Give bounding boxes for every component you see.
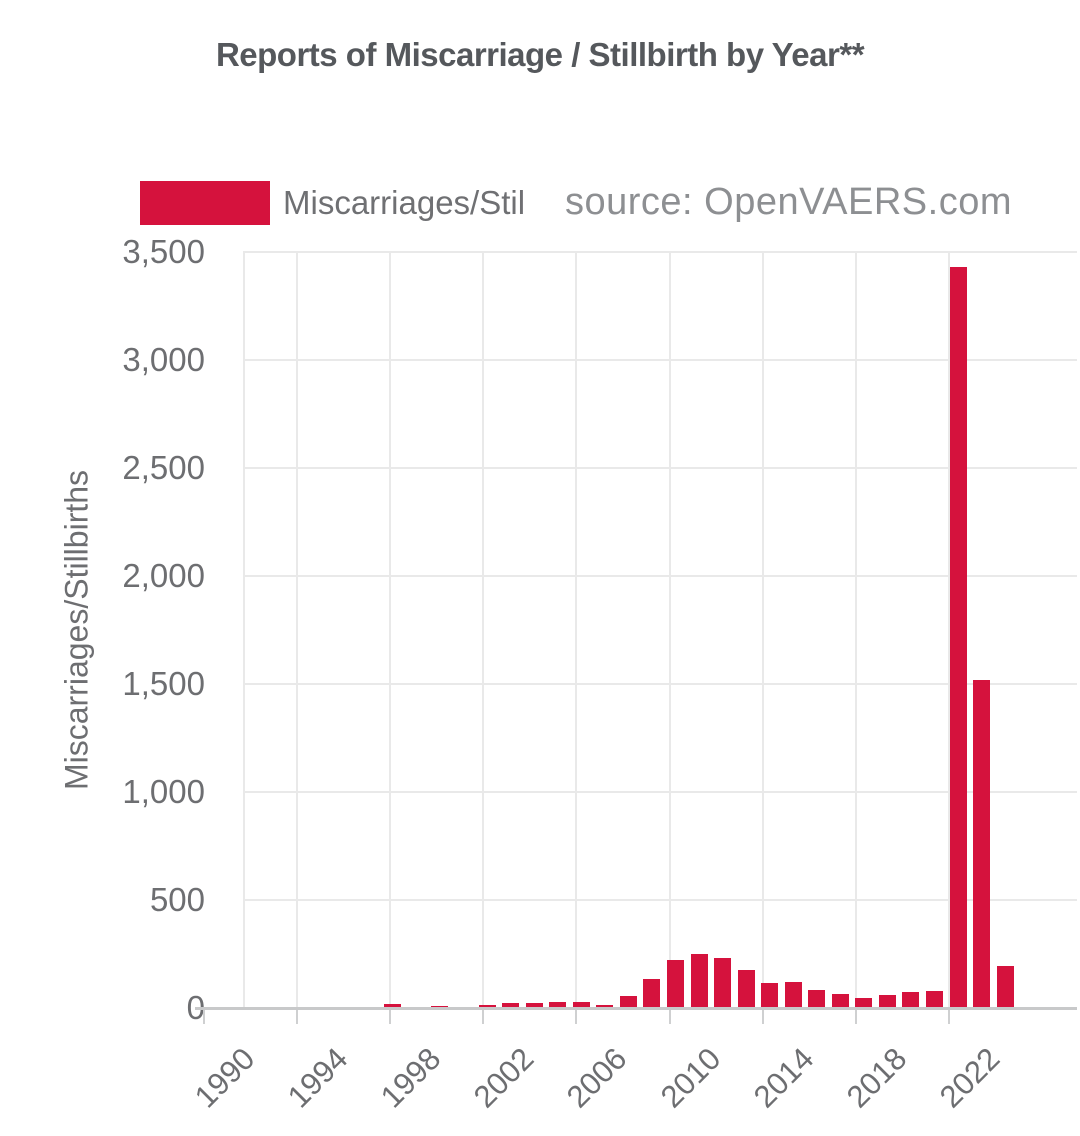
bar [690,953,708,1008]
legend-swatch-icon [140,181,270,225]
bar [666,960,684,1008]
x-tick-mark [575,1010,578,1024]
bar [808,990,826,1008]
x-tick-label: 1994 [280,1040,355,1115]
h-gridline [243,575,1077,577]
v-gridline [668,252,671,1008]
x-tick-mark [203,1010,205,1024]
x-tick-label: 1998 [374,1040,448,1115]
h-gridline [243,251,1077,253]
h-gridline [243,683,1077,685]
bar [902,992,920,1008]
bar [831,993,849,1008]
x-axis-line [195,1007,1077,1010]
bar [878,994,896,1008]
bar [949,267,967,1008]
x-tick-mark [296,1010,299,1024]
bar [384,1004,402,1008]
y-tick-label: 1,000 [122,773,205,810]
legend-label: Miscarriages/Stil [283,184,526,221]
bar [926,990,943,1008]
y-tick-label: 3,000 [122,341,205,378]
y-axis-title: Miscarriages/Stillbirths [58,469,95,791]
x-tick-label: 2010 [653,1040,727,1115]
x-tick-label: 2018 [839,1040,914,1115]
x-tick-label: 2002 [467,1040,541,1115]
v-gridline [296,252,299,1008]
v-gridline [482,252,485,1008]
x-tick-mark [761,1010,764,1024]
bar [737,970,755,1008]
y-tick-label: 2,000 [122,557,205,594]
x-tick-label: 1990 [187,1040,262,1115]
bar [478,1005,496,1008]
v-gridline [575,252,578,1008]
h-gridline [243,791,1077,793]
y-tick-label: 500 [149,881,205,918]
bar [572,1001,590,1008]
source-attribution: source: OpenVAERS.com [565,181,1012,223]
v-gridline [947,252,950,1008]
y-tick-label: 3,500 [122,233,205,270]
bar [973,680,991,1008]
x-tick-mark [389,1010,392,1024]
bar [643,978,661,1008]
x-tick-label: 2006 [560,1040,634,1115]
chart-title: Reports of Miscarriage / Stillbirth by Y… [215,36,865,73]
bar [596,1005,614,1008]
bar [525,1003,543,1008]
v-gridline [761,252,764,1008]
x-tick-mark [947,1010,950,1024]
v-gridline [243,252,245,1008]
bar [502,1003,520,1008]
x-tick-label: 2022 [932,1040,1007,1115]
h-gridline [243,899,1077,901]
h-gridline [243,359,1077,361]
y-tick-label: 1,500 [122,665,205,702]
bar [784,982,802,1008]
x-tick-mark [668,1010,671,1024]
v-gridline [854,252,857,1008]
x-tick-mark [482,1010,485,1024]
bar [761,982,779,1008]
bar [714,957,732,1008]
bar [549,1002,567,1008]
h-gridline [243,467,1077,469]
bar [996,965,1014,1008]
v-gridline [389,252,392,1008]
y-tick-label: 2,500 [122,449,205,486]
x-tick-mark [854,1010,857,1024]
bar [855,997,873,1008]
x-tick-label: 2014 [746,1040,820,1115]
bar [619,996,637,1008]
